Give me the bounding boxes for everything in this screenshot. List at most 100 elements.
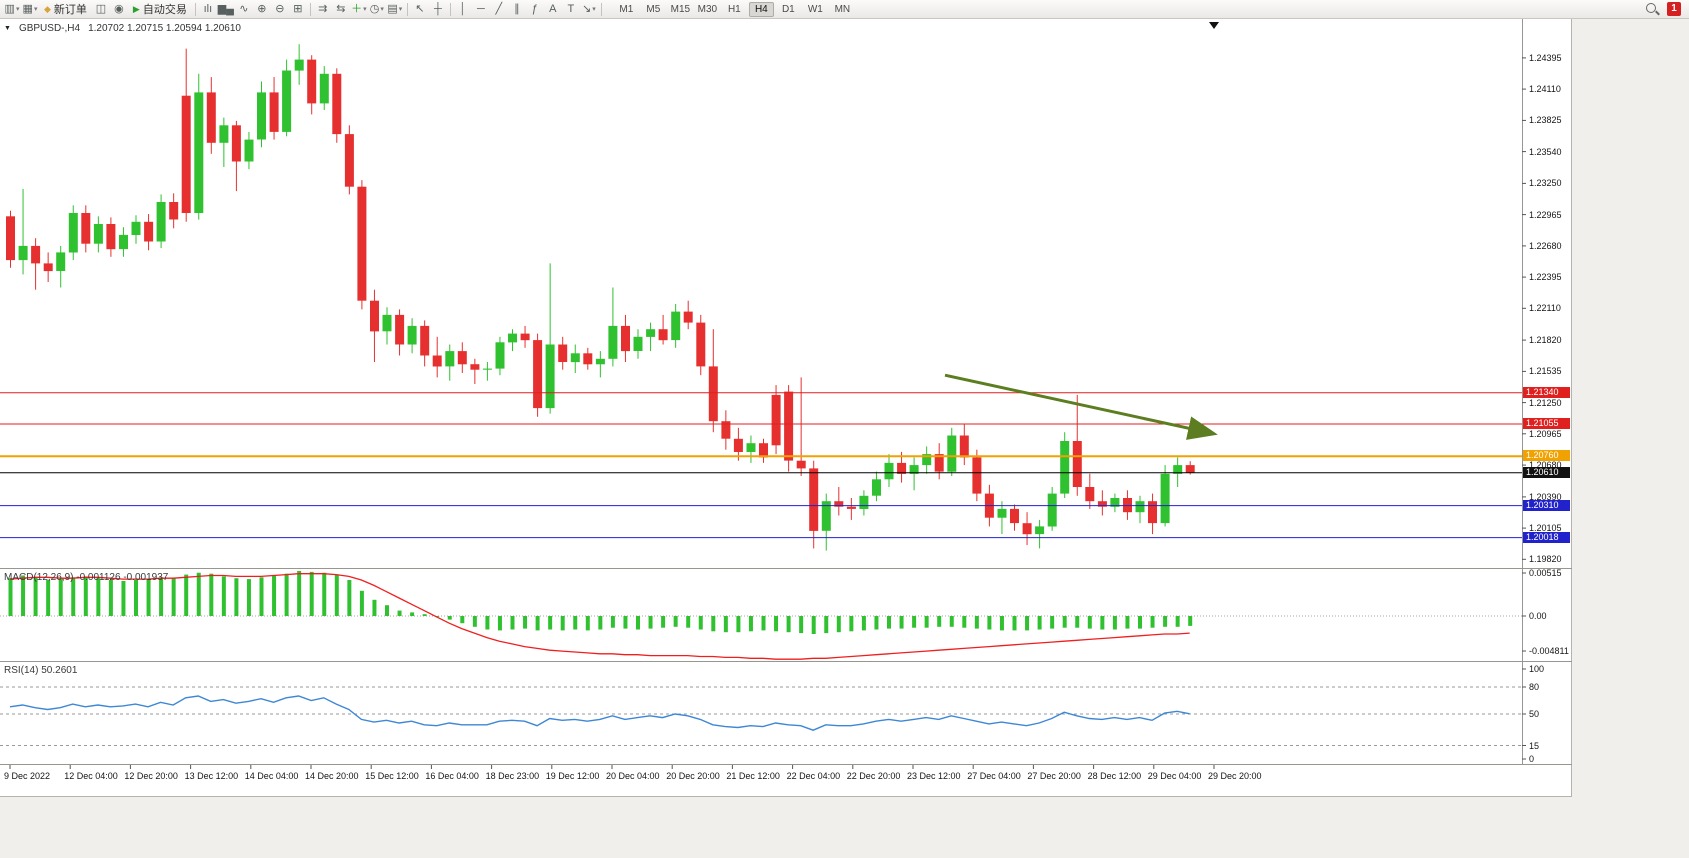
zoom-out-icon[interactable]: ⊖ [271,1,289,18]
time-axis-label: 29 Dec 20:00 [1208,771,1262,781]
macd-axis-label: -0.004811 [1529,646,1569,656]
line-chart-icon[interactable]: ∿ [235,1,253,18]
chart-window[interactable]: ▼ GBPUSD-,H4 1.20702 1.20715 1.20594 1.2… [0,19,1572,797]
price-axis-label: 1.22395 [1529,272,1562,283]
time-axis-label: 9 Dec 2022 [4,771,51,781]
price-axis-label: 1.23250 [1529,178,1562,189]
price-axis-label: 1.20680 [1529,460,1562,471]
timeframe-m1-button[interactable]: M1 [619,3,634,15]
candlestick-chart-icon: ▆▄ [217,2,234,15]
signals-icon[interactable]: ◉ [110,1,128,18]
text-label-icon[interactable]: T [562,1,580,18]
timeframe-m30-button[interactable]: M30 [697,3,718,15]
bar-chart-icon[interactable]: ılı [199,1,217,18]
macd-signal-line [9,573,1190,660]
macd-signal-value: -0.001937 [123,572,169,583]
search-icon[interactable] [1645,2,1660,17]
price-axis-label: 1.22110 [1529,303,1561,314]
macd-axis-label: 0.00515 [1529,568,1562,578]
price-line-badge: 1.21340 [1523,386,1570,398]
cursor-icon[interactable]: ↖ [411,1,429,18]
price-axis-label: 1.21820 [1529,335,1562,346]
fibonacci-icon: ƒ [531,2,538,15]
price-axis-label: 1.20390 [1529,491,1562,502]
price-axis-label: 1.20965 [1529,428,1562,439]
rsi-line [9,695,1190,731]
toolbar-right-group: 1 [1645,2,1686,17]
timeframe-w1-button[interactable]: W1 [807,3,823,15]
timeframe-d1-button[interactable]: D1 [781,3,795,15]
zoom-in-icon[interactable]: ⊕ [253,1,271,18]
price-line-badge: 1.20018 [1523,531,1570,543]
templates-icon: ▤ [387,2,398,15]
time-axis-label: 23 Dec 12:00 [907,771,961,781]
ohlc-values: 1.20702 1.20715 1.20594 1.20610 [88,23,241,34]
time-axis-label: 21 Dec 12:00 [726,771,780,781]
vertical-line-icon[interactable]: │ [454,1,472,18]
price-axis-label: 1.19820 [1529,554,1562,565]
macd-value: -0.001126 [76,572,121,583]
dropdown-arrow-icon[interactable]: ▾ [15,5,20,13]
dropdown-arrow-icon[interactable]: ▾ [380,5,384,13]
periods-icon[interactable]: ◷ ▾ [368,1,386,18]
notification-badge[interactable]: 1 [1667,2,1681,16]
timeframe-h4-button[interactable]: H4 [748,1,774,17]
chart-shift-icon: ⇆ [336,2,346,15]
time-axis-label: 16 Dec 04:00 [425,771,479,781]
crosshair-icon[interactable]: ┼ [429,1,447,18]
templates-icon[interactable]: ▤ ▾ [386,1,404,18]
macd-axis-label: 0.00 [1529,611,1547,621]
time-axis-label: 19 Dec 12:00 [545,771,600,781]
fibonacci-icon[interactable]: ƒ [526,1,544,18]
time-marker-icon[interactable] [1209,22,1219,29]
macd-name: MACD(12,26,9) [4,572,74,583]
toolbar-separator [309,2,311,16]
auto-scroll-icon[interactable]: ⇉ [314,1,332,18]
new-order-button[interactable]: ◆ 新订单 [39,1,92,18]
trendline-icon[interactable]: ╱ [490,1,508,18]
timeframe-h1-button[interactable]: H1 [727,3,741,15]
symbol-period-label: GBPUSD-,H4 [18,23,81,34]
new-order-button-icon: ◆ [44,3,51,14]
rsi-axis-label: 100 [1529,664,1545,674]
dropdown-arrow-icon[interactable]: ▾ [592,5,596,13]
dropdown-arrow-icon[interactable]: ▾ [363,5,367,13]
price-line-badge: 1.20610 [1523,466,1570,478]
profiles-icon: ▦ [22,2,33,15]
macd-histogram [8,571,1193,634]
rsi-axis-label: 80 [1529,682,1540,692]
market-watch-icon[interactable]: ◫ [92,1,110,18]
new-chart-icon[interactable]: ▥ ▾ [3,1,21,18]
trendline-icon: ╱ [495,2,503,15]
price-line-badge: 1.21055 [1523,417,1570,429]
horizontal-line-icon[interactable]: ─ [472,1,490,18]
time-axis-label: 15 Dec 12:00 [365,771,419,781]
collapse-triangle-icon[interactable]: ▼ [4,25,11,32]
timeframe-m5-button[interactable]: M5 [646,3,661,15]
toolbar-separator [449,2,451,16]
chart-shift-icon[interactable]: ⇆ [332,1,350,18]
signals-icon: ◉ [114,2,124,15]
text-icon[interactable]: A [544,1,562,18]
trend-arrow[interactable] [944,373,1218,440]
dropdown-arrow-icon[interactable]: ▾ [33,5,38,13]
candlestick-chart-icon[interactable]: ▆▄ [217,1,235,18]
time-axis-label: 12 Dec 04:00 [64,771,118,781]
timeframe-m15-button[interactable]: M15 [670,3,691,15]
channel-icon[interactable]: ∥ [508,1,526,18]
price-line-badge: 1.20760 [1523,450,1570,462]
time-axis-label: 14 Dec 20:00 [305,771,359,781]
arrows-icon[interactable]: ↘ ▾ [580,1,598,18]
zoom-out-icon: ⊖ [275,2,285,15]
autotrade-button[interactable]: ▶ 自动交易 [128,1,192,18]
profiles-icon[interactable]: ▦ ▾ [21,1,39,18]
chart-canvas[interactable] [0,19,1572,797]
macd-panel-label: MACD(12,26,9) -0.001126 -0.001937 [4,572,168,583]
tile-windows-icon[interactable]: ⊞ [289,1,307,18]
timeframe-mn-button[interactable]: MN [834,3,851,15]
dropdown-arrow-icon[interactable]: ▾ [398,5,403,13]
price-axis-label: 1.22680 [1529,240,1562,251]
indicators-icon[interactable]: ＋ ▾ [350,1,368,18]
price-axis-label: 1.23825 [1529,115,1562,126]
